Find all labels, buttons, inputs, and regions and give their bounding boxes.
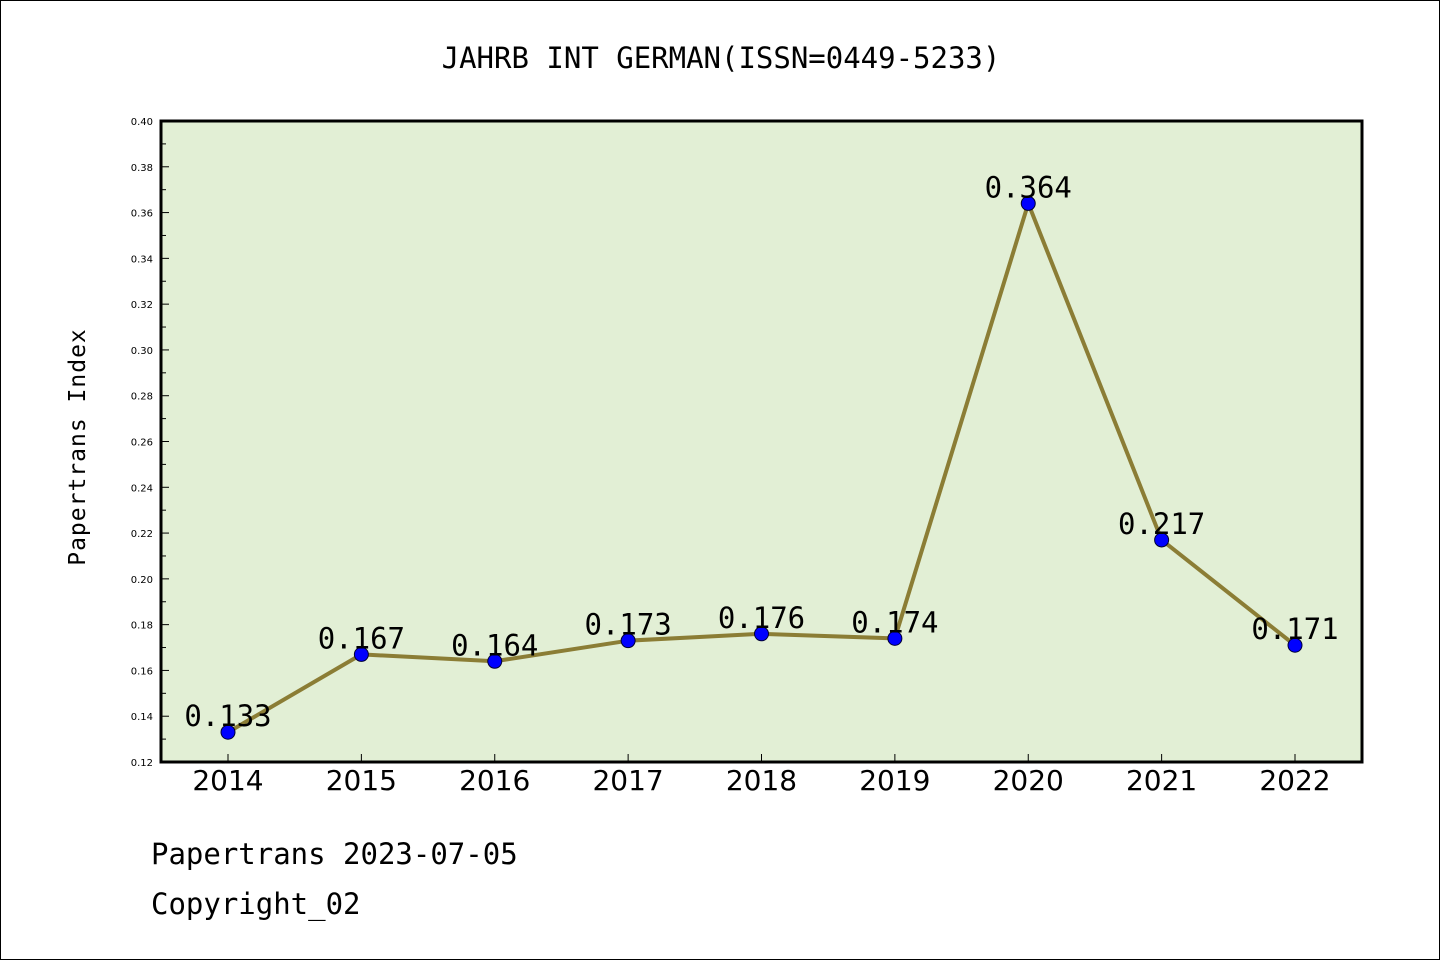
y-tick-label: 0.30 xyxy=(131,346,153,357)
data-point xyxy=(487,653,503,669)
data-point xyxy=(1287,637,1303,653)
data-labels: 0.133 0.167 0.164 0.173 0.176 0.174 0.364 0.217… xyxy=(184,170,1338,733)
data-series xyxy=(220,195,1303,740)
y-tick-label: 0.22 xyxy=(131,529,153,540)
x-tick-label: 2016 xyxy=(459,764,530,797)
y-tick-label: 0.28 xyxy=(131,392,153,403)
x-axis: 2014 2015 2016 2017 2018 2019 2020 2021 2022 xyxy=(192,754,1331,797)
data-label: 0.164 xyxy=(451,628,538,662)
data-label: 0.217 xyxy=(1118,507,1205,541)
y-tick-label: 0.38 xyxy=(131,163,153,174)
y-tick-label: 0.34 xyxy=(131,254,153,265)
x-tick-label: 2015 xyxy=(326,764,397,797)
x-tick-label: 2022 xyxy=(1259,764,1330,797)
data-point xyxy=(1154,532,1170,548)
chart-title: JAHRB INT GERMAN(ISSN=0449-5233) xyxy=(442,41,1001,75)
y-tick-label: 0.24 xyxy=(131,483,153,494)
x-tick-label: 2018 xyxy=(726,764,797,797)
x-tick-label: 2019 xyxy=(859,764,930,797)
y-tick-label: 0.12 xyxy=(131,758,153,769)
data-point xyxy=(887,630,903,646)
x-tick-label: 2020 xyxy=(993,764,1064,797)
y-tick-label: 0.18 xyxy=(131,621,153,632)
y-tick-label: 0.14 xyxy=(131,712,153,723)
y-tick-label: 0.36 xyxy=(131,209,153,220)
data-label: 0.173 xyxy=(584,608,671,642)
y-tick-label: 0.20 xyxy=(131,575,153,586)
y-tick-label: 0.32 xyxy=(131,300,153,311)
y-tick-label: 0.26 xyxy=(131,438,153,449)
x-tick-label: 2017 xyxy=(592,764,663,797)
y-axis: 0.12 0.14 0.16 0.18 0.20 0.22 0.24 0.26 0.28 0.30… xyxy=(131,117,169,769)
x-tick-label: 2014 xyxy=(192,764,263,797)
data-point xyxy=(620,633,636,649)
data-point xyxy=(754,626,769,642)
footer-copyright: Copyright_02 xyxy=(151,887,361,921)
data-point xyxy=(220,724,236,740)
data-label: 0.167 xyxy=(318,621,405,655)
data-point xyxy=(1020,195,1036,211)
y-tick-label: 0.16 xyxy=(131,666,153,677)
data-label: 0.364 xyxy=(985,170,1072,204)
y-tick-label: 0.40 xyxy=(131,117,153,128)
data-label: 0.171 xyxy=(1251,612,1338,646)
data-label: 0.176 xyxy=(718,601,805,635)
data-point xyxy=(353,646,369,662)
x-tick-label: 2021 xyxy=(1126,764,1197,797)
y-axis-label: Papertrans Index xyxy=(65,328,91,566)
data-label: 0.174 xyxy=(851,605,938,639)
data-label: 0.133 xyxy=(184,699,271,733)
footer-date: Papertrans 2023-07-05 xyxy=(151,837,518,871)
